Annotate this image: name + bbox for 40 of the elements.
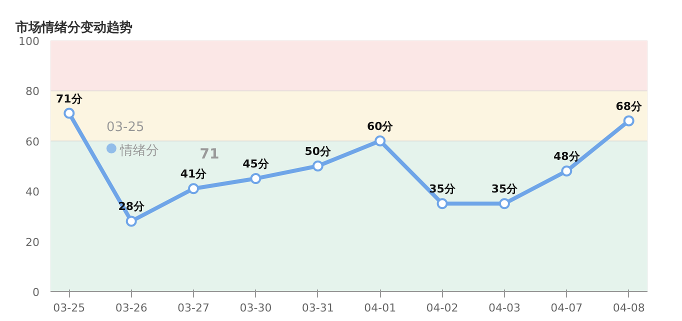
data-label: 71分 [56,92,84,106]
x-tick-label: 03-26 [115,302,148,314]
x-tick-label: 03-30 [240,302,272,314]
point [250,173,262,184]
data-label: 35分 [429,182,456,196]
data-label: 41分 [180,168,208,181]
x-tick-label: 04-08 [612,302,645,314]
point [126,216,137,227]
y-tick-label: 60 [26,135,40,148]
y-tick-label: 100 [18,35,40,48]
point [188,183,200,194]
data-label: 50分 [304,145,332,158]
point [436,198,448,210]
x-tick-label: 03-31 [302,302,334,314]
x-tick-label: 03-25 [53,302,86,314]
point [623,115,634,126]
point [312,160,324,172]
data-label: 45分 [242,158,270,171]
data-label: 35分 [491,182,519,196]
x-tick-label: 04-01 [364,302,396,314]
data-label: 28分 [118,200,146,214]
x-tick-label: 04-02 [426,302,458,314]
data-label: 60分 [366,120,394,133]
annotation: 71 [200,146,220,162]
data-label: 68分 [616,100,643,113]
point [64,108,75,119]
annotation: 03-25 [106,120,144,135]
legend-label: 情绪分 [119,143,160,158]
y-tick-label: 40 [26,186,40,199]
data-label: 48分 [554,150,581,164]
x-tick-label: 04-07 [550,302,583,314]
y-tick-label: 0 [32,286,40,299]
y-tick-label: 80 [26,85,40,98]
point [561,166,572,177]
point [498,198,510,210]
x-tick-label: 04-03 [488,302,520,314]
x-tick-label: 03-27 [178,302,210,314]
point [374,135,386,146]
chart-title: 市场情绪分变动趋势 [14,20,132,36]
y-tick-label: 20 [26,236,40,249]
